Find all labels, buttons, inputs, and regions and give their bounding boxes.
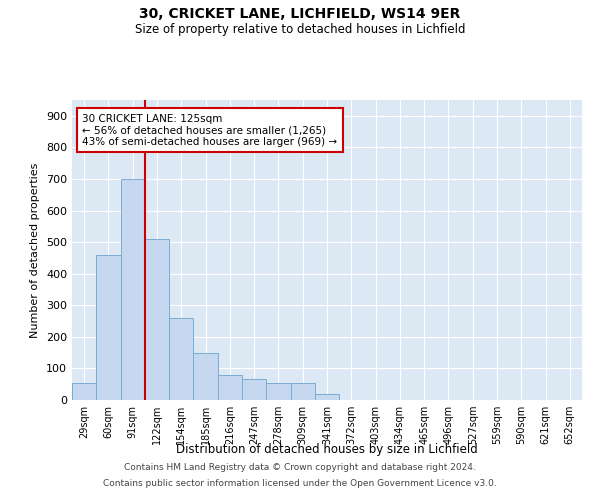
Bar: [121, 179, 145, 400]
Bar: [96, 254, 121, 400]
Bar: [193, 352, 218, 400]
Bar: [315, 394, 339, 400]
Bar: [169, 318, 193, 400]
Text: Size of property relative to detached houses in Lichfield: Size of property relative to detached ho…: [135, 22, 465, 36]
Bar: [145, 239, 169, 400]
Bar: [242, 380, 266, 400]
Text: 30 CRICKET LANE: 125sqm
← 56% of detached houses are smaller (1,265)
43% of semi: 30 CRICKET LANE: 125sqm ← 56% of detache…: [82, 114, 337, 146]
Bar: [290, 382, 315, 400]
Text: 30, CRICKET LANE, LICHFIELD, WS14 9ER: 30, CRICKET LANE, LICHFIELD, WS14 9ER: [139, 8, 461, 22]
Text: Contains public sector information licensed under the Open Government Licence v3: Contains public sector information licen…: [103, 478, 497, 488]
Bar: [266, 382, 290, 400]
Bar: [218, 374, 242, 400]
Text: Contains HM Land Registry data © Crown copyright and database right 2024.: Contains HM Land Registry data © Crown c…: [124, 464, 476, 472]
Text: Distribution of detached houses by size in Lichfield: Distribution of detached houses by size …: [176, 442, 478, 456]
Y-axis label: Number of detached properties: Number of detached properties: [31, 162, 40, 338]
Bar: [72, 382, 96, 400]
